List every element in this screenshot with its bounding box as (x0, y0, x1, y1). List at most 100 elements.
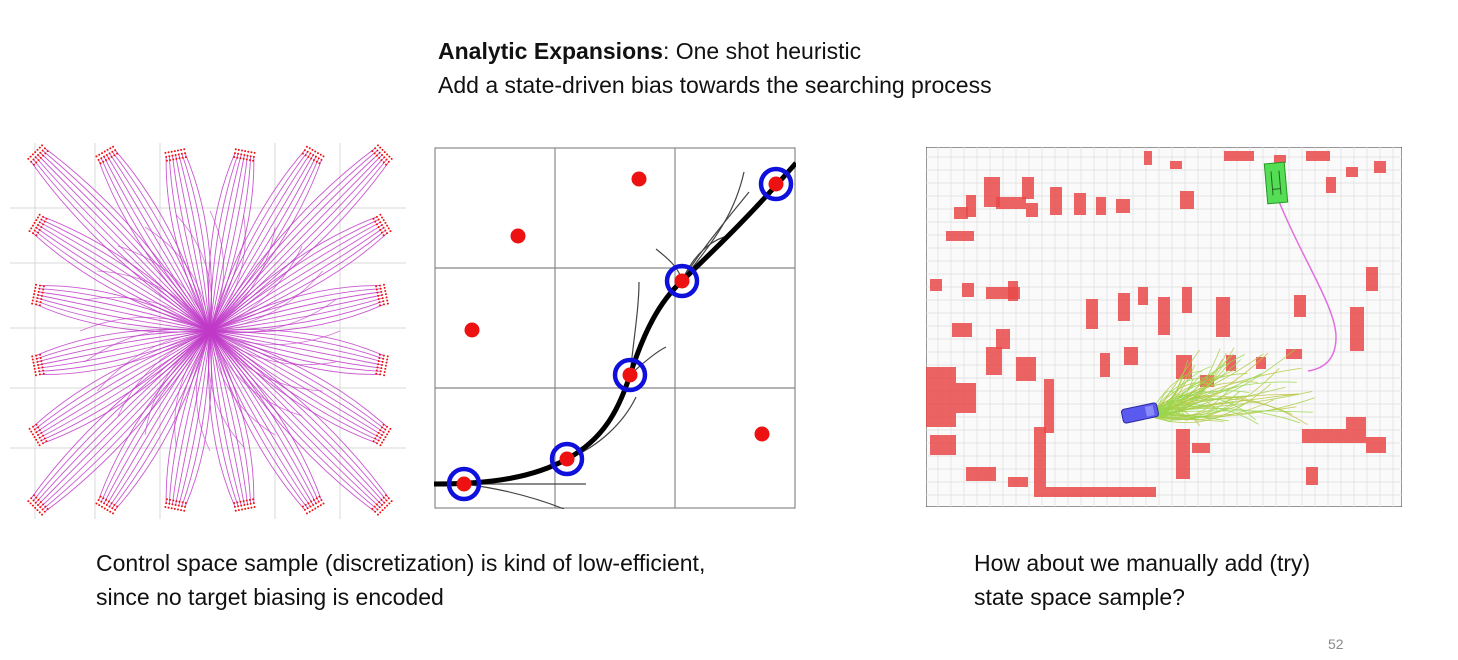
fan-endpoint-dot (374, 510, 377, 513)
search-tree-branch (1159, 397, 1257, 421)
fan-endpoint-dot (30, 497, 33, 500)
fan-endpoint-dot (377, 294, 380, 297)
fan-endpoint-dot (30, 160, 33, 163)
fan-endpoint-dot (375, 154, 378, 157)
fan-primitive-line (209, 154, 245, 332)
fan-primitive-line (208, 152, 236, 332)
fan-endpoint-dot (385, 296, 388, 299)
fan-endpoint-dot (40, 218, 43, 221)
fan-endpoint-dot (37, 294, 39, 296)
fan-primitive-line (209, 330, 322, 501)
fan-endpoint-dot (304, 503, 307, 506)
fan-endpoint-dot (42, 369, 45, 372)
fan-endpoint-dot (167, 151, 170, 154)
fan-endpoint-dot (379, 444, 382, 447)
fan-endpoint-dot (103, 502, 106, 505)
fan-endpoint-dot (381, 154, 383, 156)
fan-primitive-line (181, 153, 211, 332)
fan-primitive-line (97, 270, 211, 332)
fan-endpoint-dot (322, 502, 325, 505)
fan-endpoint-dot (385, 158, 388, 161)
fan-endpoint-dot (309, 505, 312, 508)
fan-endpoint-dot (42, 372, 45, 375)
fan-endpoint-dot (40, 226, 43, 229)
title-bold: Analytic Expansions (438, 38, 663, 64)
state-grid-figure (434, 147, 796, 509)
fan-primitive-line (209, 330, 383, 436)
obstacle-block (1226, 355, 1236, 371)
fan-endpoint-dot (42, 503, 45, 506)
fan-endpoint-dot (42, 288, 45, 291)
fan-endpoint-dot (97, 158, 100, 161)
fan-endpoint-dot (314, 507, 317, 510)
fan-primitive-line (37, 330, 211, 363)
fan-primitive-line (209, 330, 387, 501)
obstacle-block (1044, 379, 1054, 433)
fan-endpoint-dot (318, 495, 321, 498)
fan-primitives (30, 147, 390, 513)
fan-primitive-line (209, 330, 381, 439)
obstacle-block (1374, 161, 1386, 173)
fan-endpoint-dot (305, 145, 308, 148)
fan-primitive-line (176, 214, 213, 332)
fan-endpoint-dot (384, 364, 387, 367)
fan-endpoint-dot (375, 215, 378, 218)
obstacle-block (1008, 477, 1028, 487)
fan-endpoint-dot (376, 144, 379, 147)
fan-endpoint-dot (38, 146, 41, 149)
fan-endpoint-dot (46, 507, 49, 510)
fan-endpoint-dot (38, 221, 41, 224)
fan-primitive-line (209, 154, 383, 332)
fan-endpoint-dot (384, 428, 387, 431)
fan-primitive-line (209, 210, 225, 332)
fan-primitive-line (209, 330, 336, 366)
fan-primitive-line (37, 330, 211, 436)
expanded-node-dot (674, 273, 690, 289)
fan-endpoint-dot (33, 364, 36, 367)
fan-endpoint-dot (41, 149, 44, 152)
fan-primitive-line (39, 285, 211, 332)
obstacle-block (1274, 155, 1286, 163)
fan-endpoint-dot (37, 498, 40, 501)
fan-endpoint-dot (378, 151, 381, 154)
fan-endpoint-dot (34, 374, 37, 377)
fan-endpoint-dot (33, 293, 36, 296)
fan-endpoint-dot (36, 148, 39, 151)
fan-endpoint-dot (374, 437, 377, 440)
fan-endpoint-dot (31, 232, 34, 235)
fan-endpoint-dot (372, 217, 375, 220)
search-tree-branch (1156, 359, 1242, 410)
fan-primitive-line (35, 329, 211, 356)
fan-endpoint-dot (37, 159, 40, 162)
search-tree-branch (1151, 400, 1237, 420)
fan-endpoint-dot (173, 507, 176, 510)
fan-endpoint-dot (386, 358, 389, 361)
obstacle-block (1144, 151, 1152, 165)
fan-endpoint-dot (306, 150, 309, 153)
fan-endpoint-dot (374, 220, 377, 223)
fan-endpoint-dot (31, 355, 34, 358)
fan-endpoint-dot (165, 498, 168, 501)
fan-endpoint-dot (234, 509, 237, 512)
fan-endpoint-dot (375, 223, 378, 226)
fan-endpoint-dot (102, 497, 105, 500)
fan-endpoint-dot (168, 155, 171, 158)
fan-primitive-line (33, 159, 211, 332)
fan-endpoint-dot (233, 152, 236, 155)
fan-endpoint-dot (247, 150, 250, 153)
fan-endpoint-dot (164, 506, 167, 509)
fan-endpoint-dot (314, 150, 317, 153)
fan-endpoint-dot (42, 285, 45, 288)
fan-endpoint-dot (169, 498, 172, 501)
obstacle-block (1118, 293, 1130, 321)
fan-primitive-line (106, 154, 211, 332)
fan-endpoint-dot (114, 149, 117, 152)
fan-endpoint-dot (184, 156, 187, 159)
fan-endpoint-dot (375, 369, 378, 372)
fan-endpoint-dot (240, 153, 243, 156)
fan-endpoint-dot (42, 223, 45, 226)
fan-endpoint-dot (250, 506, 253, 509)
expanded-node-ring (549, 441, 585, 477)
fan-endpoint-dot (379, 373, 382, 376)
fan-endpoint-dot (382, 300, 385, 303)
